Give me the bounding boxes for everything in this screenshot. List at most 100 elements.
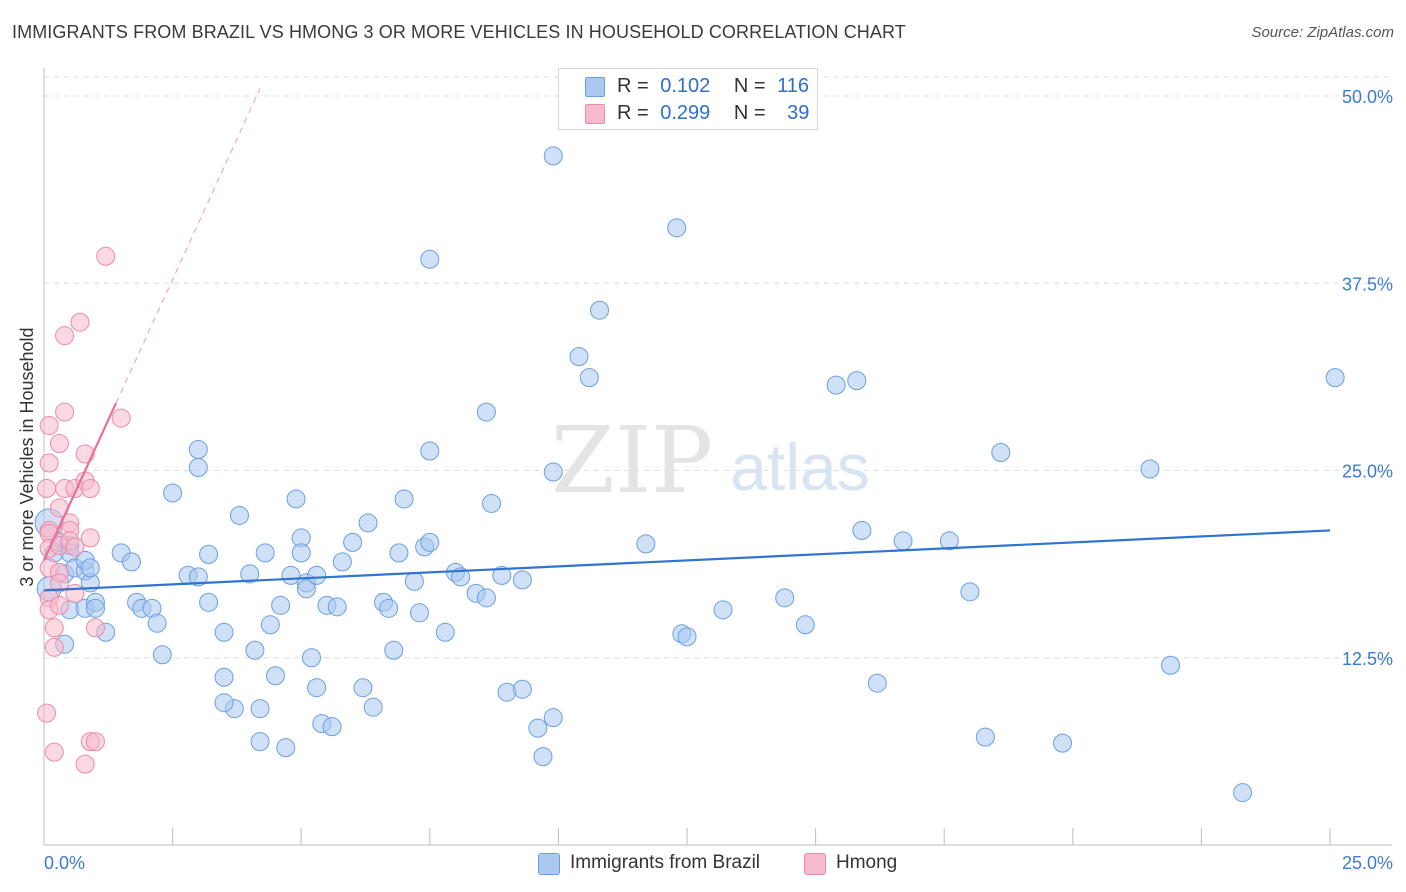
point-brazil <box>265 666 285 686</box>
point-hmong <box>49 573 69 593</box>
point-brazil <box>250 732 270 752</box>
y-tick-label: 50.0% <box>1342 87 1393 107</box>
point-brazil <box>939 531 959 551</box>
point-brazil <box>543 146 563 166</box>
point-brazil <box>579 368 599 388</box>
series-hmong-points <box>37 246 131 774</box>
point-brazil <box>214 693 234 713</box>
point-brazil <box>867 673 887 693</box>
point-hmong <box>75 444 95 464</box>
point-brazil <box>199 544 219 564</box>
point-brazil <box>404 571 424 591</box>
point-hmong <box>70 312 90 332</box>
point-brazil <box>147 613 167 633</box>
point-hmong <box>96 246 116 266</box>
point-brazil <box>214 667 234 687</box>
legend-r-label: R = <box>617 75 649 97</box>
watermark-zip: ZIP <box>551 407 713 514</box>
point-brazil <box>410 603 430 623</box>
legend-r-value: 0.102 <box>660 75 711 97</box>
y-tick-label: 12.5% <box>1342 649 1393 669</box>
point-brazil <box>512 570 532 590</box>
point-brazil <box>214 622 234 642</box>
point-brazil <box>1325 368 1345 388</box>
point-brazil <box>163 483 183 503</box>
point-hmong <box>37 703 57 723</box>
point-brazil <box>80 558 100 578</box>
point-hmong <box>44 637 64 657</box>
point-brazil <box>1161 655 1181 675</box>
point-brazil <box>1053 733 1073 753</box>
trend-line-hmong-extension <box>115 88 261 404</box>
point-brazil <box>379 598 399 618</box>
point-hmong <box>49 595 69 615</box>
legend-r-value: 0.299 <box>660 102 711 124</box>
point-brazil <box>543 708 563 728</box>
point-brazil <box>533 747 553 767</box>
point-brazil <box>497 682 517 702</box>
legend-swatch-brazil <box>585 77 605 97</box>
legend-n-label: N = <box>733 102 766 124</box>
point-brazil <box>590 300 610 320</box>
point-brazil <box>358 513 378 533</box>
point-brazil <box>188 567 208 587</box>
point-brazil <box>152 645 172 665</box>
point-brazil <box>271 595 291 615</box>
legend-n-label: N = <box>733 75 766 97</box>
point-brazil <box>775 588 795 608</box>
point-brazil <box>260 615 280 635</box>
point-brazil <box>327 597 347 617</box>
point-hmong <box>55 326 75 346</box>
point-brazil <box>826 375 846 395</box>
x-tick-label: 25.0% <box>1342 853 1393 873</box>
point-brazil <box>713 600 733 620</box>
point-hmong <box>37 478 57 498</box>
point-brazil <box>852 520 872 540</box>
y-tick-label: 25.0% <box>1342 462 1393 482</box>
point-brazil <box>307 565 327 585</box>
legend-label-brazil: Immigrants from Brazil <box>570 852 761 873</box>
legend-n-value: 39 <box>787 102 810 124</box>
point-brazil <box>250 699 270 719</box>
point-brazil <box>420 249 440 269</box>
point-brazil <box>291 543 311 563</box>
stats-legend: R = 0.102 N = 116 R = 0.299 N = 39 <box>558 68 818 130</box>
point-brazil <box>677 627 697 647</box>
point-hmong <box>111 408 131 428</box>
point-brazil <box>307 678 327 698</box>
series-brazil-points <box>34 146 1345 803</box>
point-brazil <box>276 738 296 758</box>
point-brazil <box>389 543 409 563</box>
point-hmong <box>65 583 85 603</box>
point-hmong <box>55 402 75 422</box>
point-brazil <box>482 493 502 513</box>
point-brazil <box>1233 783 1253 803</box>
point-hmong <box>85 732 105 752</box>
y-tick-labels: 12.5% 25.0% 37.5% 50.0% <box>1342 87 1393 669</box>
point-brazil <box>420 532 440 552</box>
x-tick-labels: 0.0% 25.0% <box>44 853 1393 873</box>
point-brazil <box>332 552 352 572</box>
point-brazil <box>240 564 260 584</box>
point-brazil <box>296 579 316 599</box>
point-brazil <box>255 543 275 563</box>
point-brazil <box>847 371 867 391</box>
point-hmong <box>75 754 95 774</box>
point-brazil <box>188 458 208 478</box>
point-brazil <box>476 402 496 422</box>
legend-swatch-hmong <box>804 853 826 875</box>
point-hmong <box>65 537 85 557</box>
point-brazil <box>1140 459 1160 479</box>
legend-r-label: R = <box>617 102 649 124</box>
point-brazil <box>893 531 913 551</box>
point-brazil <box>492 565 512 585</box>
point-brazil <box>975 727 995 747</box>
point-brazil <box>543 462 563 482</box>
legend-n-value: 116 <box>777 75 810 97</box>
legend-label-hmong: Hmong <box>836 852 898 873</box>
trend-lines <box>42 88 1331 592</box>
point-hmong <box>49 434 69 454</box>
point-brazil <box>991 443 1011 463</box>
y-tick-label: 37.5% <box>1342 274 1393 294</box>
